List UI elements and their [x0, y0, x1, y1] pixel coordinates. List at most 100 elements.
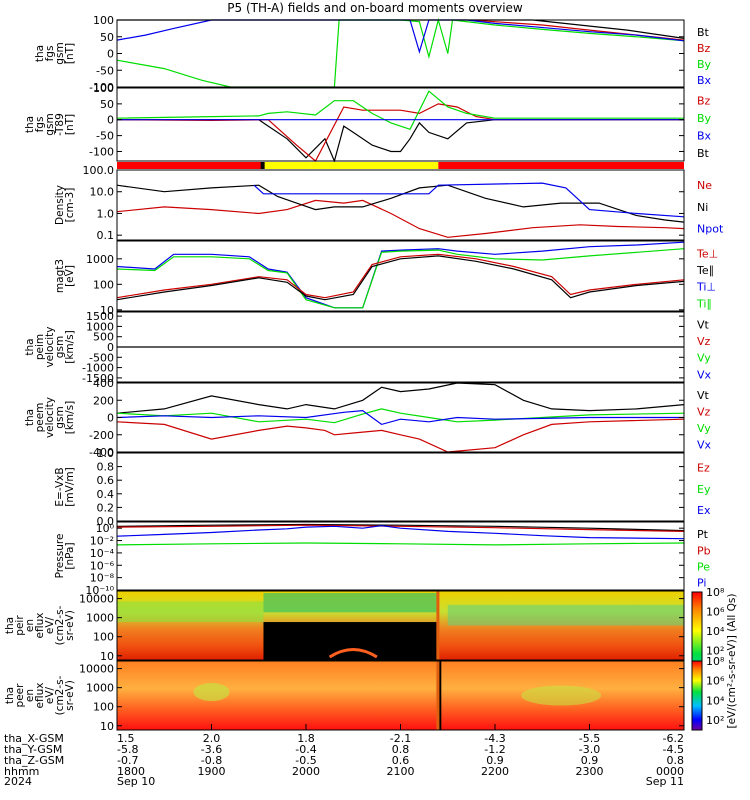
ion-flux-band	[447, 604, 684, 626]
legend-entry: Vy	[697, 352, 711, 365]
series-peem-velocity-Vz	[116, 418, 685, 453]
electron-flux-blob	[193, 683, 230, 702]
legend-entry: Pb	[697, 544, 711, 557]
footer-value: Sep 11	[646, 775, 684, 788]
y-tick-label: 0	[107, 48, 114, 61]
footer-value: 0.9	[581, 754, 599, 767]
series-moments-temperature-Te∥	[116, 255, 685, 301]
series-moments-temperature-Ti∥	[116, 248, 685, 309]
footer-value: 0.9	[486, 754, 504, 767]
footer-row-label: tha_X-GSM	[4, 732, 64, 745]
y-tick-label: 0.8	[97, 461, 115, 474]
y-axis-label: sr-eV)	[64, 680, 76, 711]
legend-entry: By	[697, 58, 712, 71]
electron-flux-blob	[521, 685, 602, 706]
footer-value: -3.6	[201, 743, 222, 756]
legend-entry: Bz	[697, 42, 711, 55]
series-peem-velocity-Vx	[116, 409, 684, 426]
y-tick-label: -1000	[82, 362, 114, 375]
footer-value: 2.0	[203, 732, 221, 745]
legend-entry: Ex	[697, 504, 711, 517]
panel-frame	[116, 169, 685, 241]
y-tick-label: -50	[96, 64, 114, 77]
legend-entry: Vx	[697, 368, 712, 381]
footer-value: 2000	[292, 765, 320, 778]
footer-value: 2200	[481, 765, 509, 778]
footer-value: 1.8	[297, 732, 315, 745]
series-fgs-gsm-By	[116, 17, 685, 88]
series-density-Ne	[116, 199, 685, 238]
y-axis-label: [nPa]	[64, 542, 76, 569]
y-axis-label: -T89	[54, 113, 66, 136]
y-tick-label: 10.0	[90, 186, 115, 199]
y-tick-label: 0.1	[97, 229, 115, 242]
colorbar-label: [eV/(cm²-s-sr-eV)] (All Qs)	[726, 594, 738, 729]
y-tick-label: 0.4	[97, 488, 115, 501]
panel-frame	[116, 452, 685, 522]
footer-value: 0.6	[392, 754, 410, 767]
y-axis-label: gsm	[54, 406, 66, 428]
legend-entry: Ey	[697, 483, 711, 496]
panel-moments-temperature	[116, 240, 685, 312]
footer-value: -0.8	[201, 754, 222, 767]
y-axis-label: tha	[24, 116, 36, 133]
legend-entry: Bt	[697, 147, 710, 160]
y-tick-label: -400	[89, 446, 114, 459]
y-tick-label: 10	[100, 304, 114, 317]
y-axis-label: [nT]	[64, 43, 76, 64]
legend-entry: By	[697, 112, 712, 125]
footer-value: -0.7	[117, 754, 138, 767]
y-axis-label: peem	[34, 403, 46, 433]
panel-peer-en-eflux	[116, 660, 685, 731]
legend-entry: Npot	[697, 223, 724, 236]
panel-frame	[116, 240, 685, 312]
y-tick-label: -200	[89, 429, 114, 442]
legend-entry: Te⊥	[696, 247, 718, 260]
y-axis-label: gsm	[54, 42, 66, 64]
panel-frame	[116, 19, 685, 88]
y-axis-label: peer	[14, 683, 26, 708]
y-tick-label: 0	[107, 114, 114, 127]
y-axis-label: en	[24, 689, 36, 702]
y-axis-label: velocity	[44, 397, 56, 438]
panel-peem-velocity	[116, 382, 685, 453]
series-density-Ni	[116, 184, 685, 223]
series-moments-temperature-Ti⊥	[116, 241, 685, 309]
footer-value: -5.8	[117, 743, 138, 756]
series-pressure-Pb	[116, 524, 685, 532]
legend-entry: Vy	[697, 422, 711, 435]
y-tick-label: 500	[93, 331, 114, 344]
ion-flux-gap	[263, 622, 437, 660]
y-axis-label: Density	[54, 185, 66, 225]
mode-segment	[117, 162, 264, 169]
y-tick-label: 10000	[79, 663, 114, 676]
y-tick-label: 1000	[86, 682, 114, 695]
y-tick-label: 50	[100, 31, 114, 44]
y-axis-label: eflux	[34, 683, 46, 709]
y-axis-label: tha	[34, 45, 46, 62]
legend-entry: Ti∥	[696, 297, 712, 310]
data-gap	[436, 661, 440, 730]
y-tick-label: 1000	[86, 253, 114, 266]
y-axis-label: (cm2-s-	[54, 675, 66, 715]
panel-fgs-gsm-dip	[116, 87, 685, 163]
y-axis-label: tha	[24, 338, 36, 355]
y-axis-label: tha	[24, 409, 36, 426]
legend-entry: Vz	[697, 406, 711, 419]
y-tick-label: 1.0	[97, 207, 115, 220]
legend-entry: Ne	[697, 179, 712, 192]
footer-value: -3.0	[579, 743, 600, 756]
y-tick-label: 100	[93, 278, 114, 291]
colorbar-tick-label: 10²	[706, 714, 724, 727]
legend-entry: Bz	[697, 95, 711, 108]
footer-value: 2300	[576, 765, 604, 778]
legend-entry: Te∥	[696, 264, 714, 277]
y-tick-label: 0.6	[97, 474, 115, 487]
y-axis-label: eV/	[44, 616, 56, 634]
footer-row-label: tha_Z-GSM	[4, 754, 64, 767]
y-tick-label: 100	[93, 701, 114, 714]
series-fgs-gsm-Bx	[116, 19, 685, 54]
legend-entry: Pt	[697, 528, 709, 541]
series-fgs-gsm-dip-By	[116, 90, 684, 131]
y-tick-label: 0	[107, 341, 114, 354]
